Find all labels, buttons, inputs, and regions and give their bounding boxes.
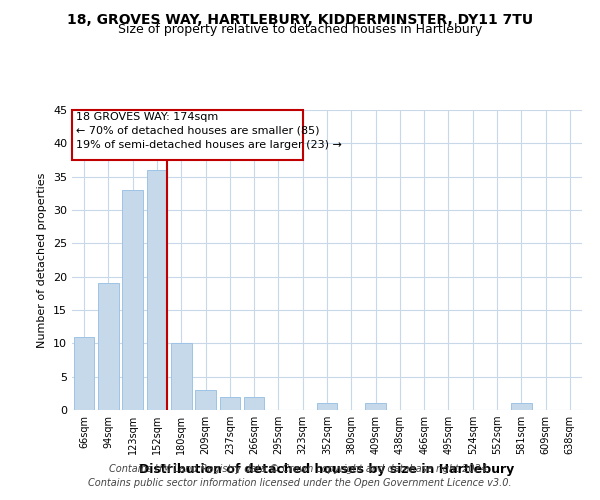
Bar	[74, 336, 94, 410]
Bar	[365, 404, 386, 410]
Text: 18, GROVES WAY, HARTLEBURY, KIDDERMINSTER, DY11 7TU: 18, GROVES WAY, HARTLEBURY, KIDDERMINSTE…	[67, 12, 533, 26]
Bar	[317, 404, 337, 410]
X-axis label: Distribution of detached houses by size in Hartlebury: Distribution of detached houses by size …	[139, 462, 515, 475]
Text: Size of property relative to detached houses in Hartlebury: Size of property relative to detached ho…	[118, 24, 482, 36]
Text: 18 GROVES WAY: 174sqm
← 70% of detached houses are smaller (85)
19% of semi-deta: 18 GROVES WAY: 174sqm ← 70% of detached …	[76, 112, 341, 150]
Bar	[98, 284, 119, 410]
FancyBboxPatch shape	[72, 110, 303, 160]
Y-axis label: Number of detached properties: Number of detached properties	[37, 172, 47, 348]
Bar	[122, 190, 143, 410]
Bar	[244, 396, 265, 410]
Bar	[195, 390, 216, 410]
Bar	[171, 344, 191, 410]
Bar	[511, 404, 532, 410]
Bar	[220, 396, 240, 410]
Bar	[146, 170, 167, 410]
Text: Contains HM Land Registry data © Crown copyright and database right 2024.
Contai: Contains HM Land Registry data © Crown c…	[88, 464, 512, 487]
